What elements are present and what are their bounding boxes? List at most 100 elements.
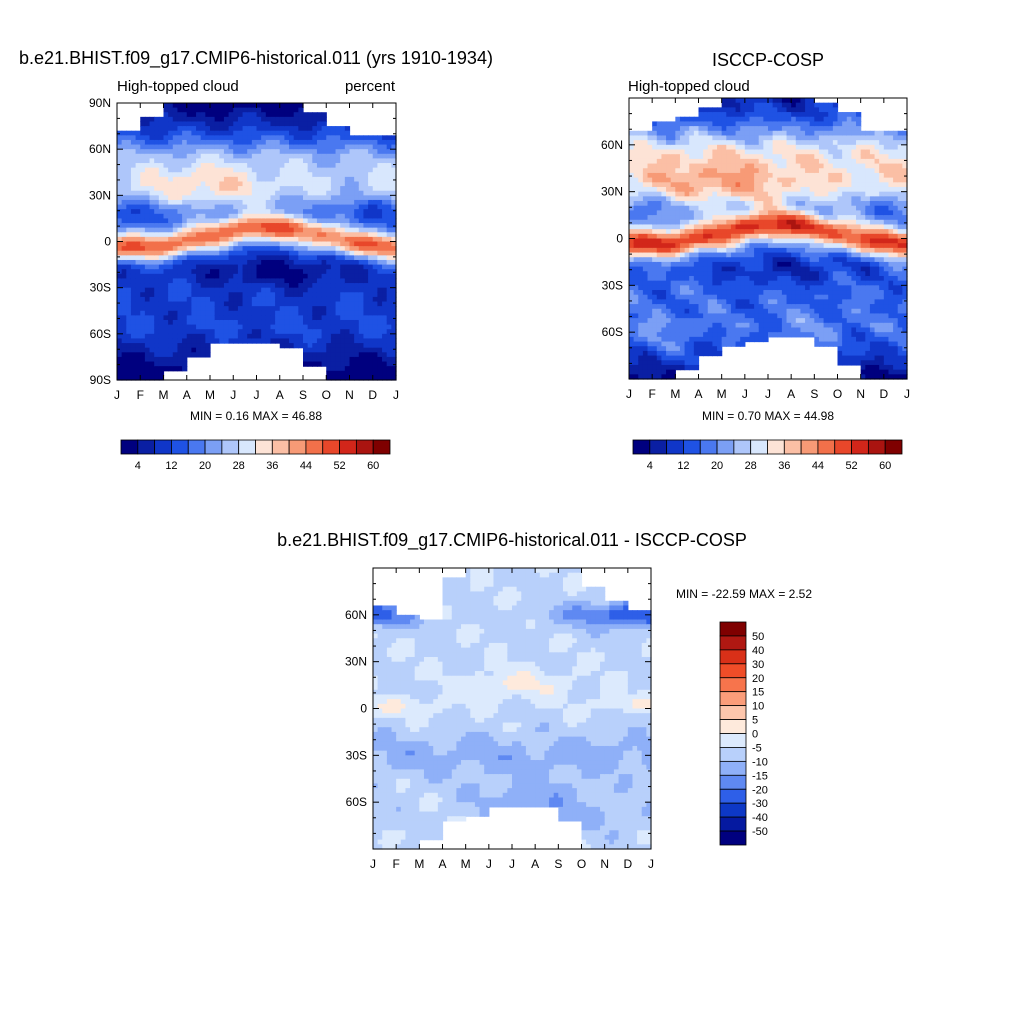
- contour-cell: [363, 172, 369, 178]
- contour-cell: [172, 199, 179, 206]
- contour-cell: [196, 209, 202, 215]
- contour-cell: [326, 250, 332, 256]
- contour-cell: [340, 209, 346, 215]
- contour-cell: [656, 182, 663, 188]
- contour-cell: [228, 269, 234, 275]
- contour-cell: [186, 167, 192, 173]
- contour-cell: [135, 149, 141, 155]
- contour-cell: [712, 130, 718, 137]
- contour-cell: [149, 310, 155, 316]
- contour-cell: [200, 283, 206, 289]
- contour-cell: [182, 107, 188, 113]
- contour-cell: [707, 238, 713, 244]
- contour-cell: [349, 273, 355, 280]
- contour-cell: [382, 292, 388, 298]
- contour-cell: [391, 250, 397, 256]
- contour-cell: [214, 306, 220, 312]
- contour-cell: [633, 261, 639, 268]
- contour-cell: [670, 369, 676, 375]
- contour-cell: [712, 261, 718, 268]
- contour-cell: [219, 259, 225, 266]
- contour-cell: [321, 116, 327, 123]
- contour-cell: [210, 246, 216, 252]
- contour-cell: [744, 233, 751, 240]
- contour-cell: [210, 144, 216, 150]
- contour-cell: [703, 350, 709, 357]
- contour-cell: [163, 103, 169, 109]
- contour-cell: [703, 304, 709, 310]
- contour-cell: [740, 280, 746, 286]
- contour-cell: [363, 287, 369, 293]
- contour-cell: [740, 130, 746, 137]
- contour-cell: [200, 301, 206, 307]
- contour-cell: [717, 308, 723, 315]
- contour-cell: [121, 375, 127, 381]
- contour-cell: [721, 182, 727, 188]
- contour-cell: [721, 266, 727, 272]
- contour-cell: [693, 130, 700, 137]
- contour-cell: [233, 223, 239, 229]
- contour-cell: [298, 135, 304, 141]
- contour-cell: [349, 218, 355, 224]
- contour-cell: [638, 182, 644, 188]
- contour-cell: [312, 181, 318, 187]
- contour-cell: [735, 205, 741, 211]
- contour-cell: [675, 360, 681, 366]
- contour-cell: [149, 130, 155, 136]
- contour-cell: [270, 324, 276, 330]
- contour-cell: [629, 182, 635, 188]
- contour-cell: [721, 280, 727, 286]
- contour-cell: [191, 246, 197, 252]
- contour-cell: [196, 259, 202, 266]
- contour-cell: [210, 329, 216, 335]
- contour-cell: [684, 186, 690, 193]
- contour-cell: [158, 306, 165, 312]
- contour-cell: [377, 181, 383, 187]
- contour-cell: [154, 296, 160, 303]
- panel-model-minmax: MIN = 0.16 MAX = 46.88: [190, 409, 322, 423]
- contour-cell: [121, 259, 127, 266]
- contour-cell: [679, 261, 686, 268]
- contour-cell: [270, 250, 276, 256]
- contour-cell: [647, 224, 653, 230]
- contour-cell: [349, 319, 355, 326]
- contour-cell: [372, 338, 378, 344]
- contour-cell: [703, 121, 709, 127]
- contour-cell: [647, 327, 653, 333]
- contour-cell: [758, 126, 764, 132]
- contour-cell: [177, 338, 183, 344]
- contour-cell: [242, 107, 248, 113]
- contour-cell: [242, 273, 248, 280]
- contour-cell: [340, 319, 346, 326]
- contour-cell: [279, 246, 285, 252]
- contour-cell: [321, 149, 327, 155]
- contour-cell: [656, 247, 663, 254]
- contour-cell: [149, 246, 155, 252]
- contour-cell: [233, 126, 239, 132]
- contour-cell: [284, 126, 290, 132]
- contour-cell: [126, 190, 132, 196]
- contour-cell: [186, 186, 192, 192]
- contour-cell: [698, 140, 704, 146]
- contour-cell: [177, 139, 183, 146]
- contour-cell: [158, 264, 165, 270]
- contour-cell: [740, 98, 746, 104]
- contour-cell: [749, 229, 755, 235]
- contour-cell: [158, 269, 165, 275]
- contour-cell: [275, 121, 281, 127]
- contour-cell: [312, 121, 318, 127]
- contour-cell: [126, 301, 132, 307]
- contour-cell: [726, 327, 732, 333]
- contour-cell: [726, 154, 732, 160]
- contour-cell: [647, 229, 653, 235]
- contour-cell: [233, 283, 239, 289]
- contour-cell: [186, 278, 192, 284]
- contour-cell: [377, 343, 383, 349]
- contour-cell: [377, 186, 383, 192]
- contour-cell: [735, 215, 741, 221]
- contour-cell: [689, 355, 695, 361]
- contour-cell: [293, 287, 299, 293]
- contour-cell: [340, 315, 346, 321]
- contour-cell: [330, 264, 337, 270]
- contour-cell: [293, 144, 299, 150]
